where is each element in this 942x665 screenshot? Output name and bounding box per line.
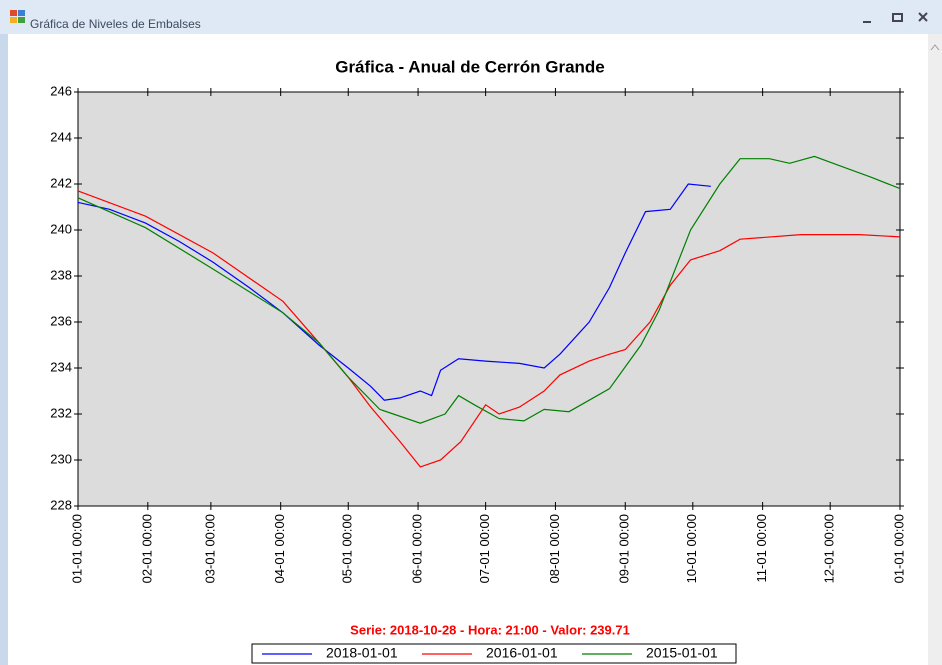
y-tick-label: 230 — [50, 451, 72, 466]
y-tick-label: 238 — [50, 267, 72, 282]
x-tick-label: 02-01 00:00 — [139, 514, 154, 583]
x-tick-label: 10-01 00:00 — [684, 514, 699, 583]
y-tick-label: 232 — [50, 405, 72, 420]
legend-label: 2018-01-01 — [326, 645, 398, 661]
series-line — [77, 183, 711, 401]
x-tick-label: 04-01 00:00 — [272, 514, 287, 583]
legend-label: 2016-01-01 — [486, 645, 558, 661]
x-tick-label: 09-01 00:00 — [617, 514, 632, 583]
y-tick-label: 246 — [50, 83, 72, 98]
annotation: Serie: 2018-10-28 - Hora: 21:00 - Valor:… — [350, 622, 630, 637]
y-tick-label: 228 — [50, 497, 72, 512]
x-tick-label: 08-01 00:00 — [547, 514, 562, 583]
x-tick-label: 01-01 00:00 — [69, 514, 84, 583]
x-tick-label: 05-01 00:00 — [340, 514, 355, 583]
y-tick-label: 236 — [50, 313, 72, 328]
x-tick-label: 03-01 00:00 — [202, 514, 217, 583]
series-line — [77, 155, 901, 424]
chart-title: Gráfica - Anual de Cerrón Grande — [335, 57, 605, 76]
window-title: Gráfica de Niveles de Embalses — [30, 17, 201, 31]
chart: Gráfica - Anual de Cerrón Grande Serie: … — [8, 34, 942, 665]
y-tick-label: 234 — [50, 359, 72, 374]
legend-label: 2015-01-01 — [646, 645, 718, 661]
title-bar: Gráfica de Niveles de Embalses — [0, 0, 942, 34]
y-tick-label: 242 — [50, 175, 72, 190]
x-tick-label: 12-01 00:00 — [822, 514, 837, 583]
y-tick-label: 244 — [50, 129, 72, 144]
legend-box — [251, 643, 737, 664]
x-tick-label: 07-01 00:00 — [477, 514, 492, 583]
app-icon — [10, 10, 25, 23]
plot-frame — [77, 91, 901, 507]
window-controls[interactable] — [855, 8, 935, 28]
plot-area — [78, 92, 900, 506]
x-tick-label: 01-01 00:00 — [891, 514, 906, 583]
y-tick-label: 240 — [50, 221, 72, 236]
x-tick-label: 06-01 00:00 — [409, 514, 424, 583]
x-tick-label: 11-01 00:00 — [754, 514, 769, 582]
